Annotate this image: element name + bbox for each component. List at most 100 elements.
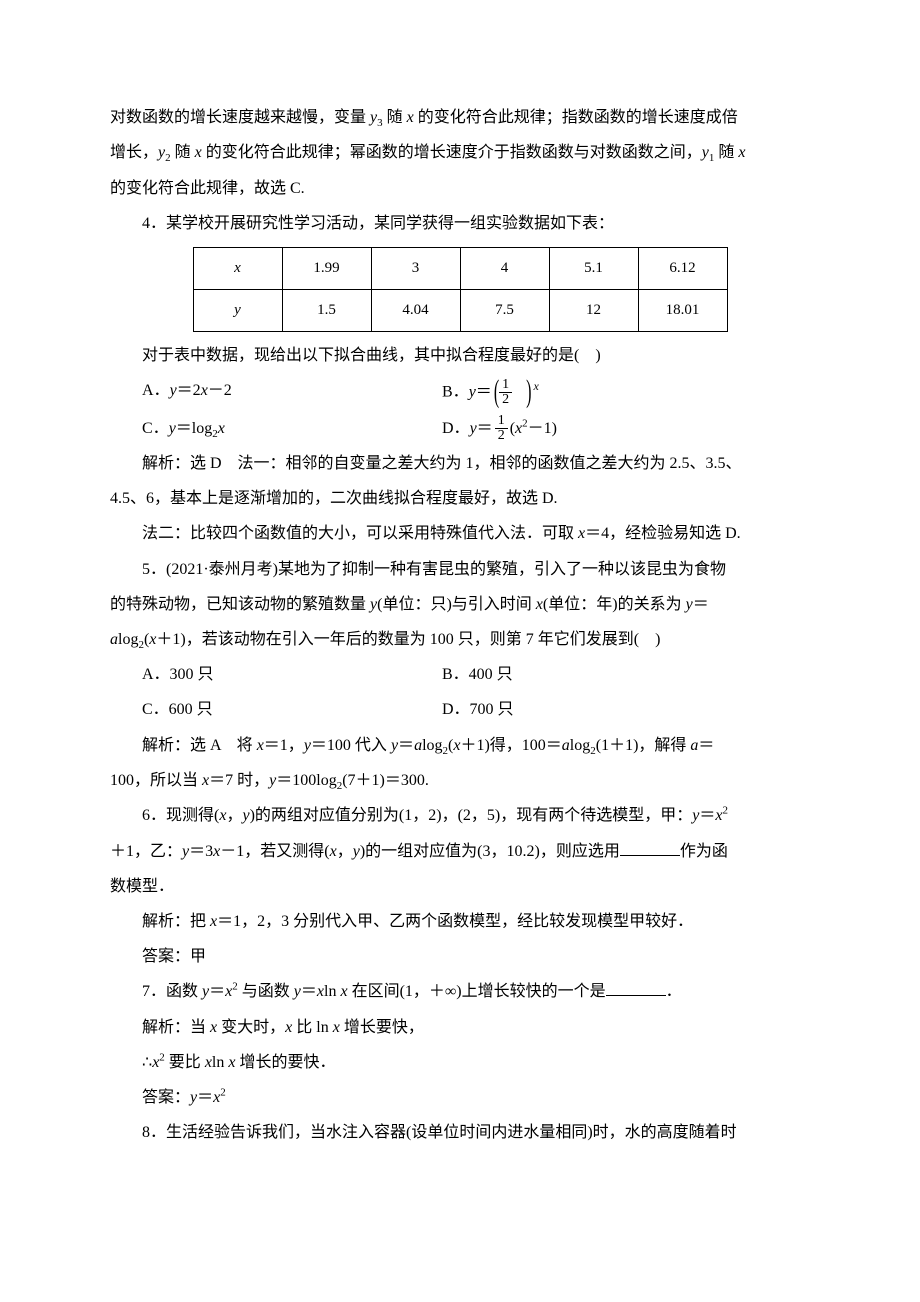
- q5-stem3: alog2(x＋1)，若该动物在引入一年后的数量为 100 只，则第 7 年它们…: [110, 622, 810, 657]
- text: )的一组对应值为(3，10.2)，则应选用: [360, 843, 620, 860]
- text: ＝: [476, 384, 492, 401]
- q6-stem1: 6．现测得(x，y)的两组对应值分别为(1，2)，(2，5)，现有两个待选模型，…: [110, 798, 810, 833]
- text: ＝: [209, 983, 225, 1000]
- q7-stem: 7．函数 y＝x2 与函数 y＝xln x 在区间(1，＋∞)上增长较快的一个是…: [110, 974, 810, 1009]
- text: ＝3: [189, 843, 213, 860]
- text: ＋1，乙：: [110, 843, 182, 860]
- text: 答案：: [142, 1089, 190, 1106]
- q6-ans: 答案：甲: [110, 939, 810, 974]
- text: 的特殊动物，已知该动物的繁殖数量: [110, 596, 370, 613]
- text: ＋1)得，100＝: [460, 737, 561, 754]
- blank-fill: [620, 840, 680, 855]
- q4-table: x 1.99 3 4 5.1 6.12 y 1.5 4.04 7.5 12 18…: [193, 247, 728, 332]
- q5-stem2: 的特殊动物，已知该动物的繁殖数量 y(单位：只)与引入时间 x(单位：年)的关系…: [110, 587, 810, 622]
- text: －1，若又测得(: [220, 843, 329, 860]
- text: 作为函: [680, 843, 728, 860]
- q4-sol2: 法二：比较四个函数值的大小，可以采用特殊值代入法．可取 x＝4，经检验易知选 D…: [110, 516, 810, 551]
- text: ＝1，2，3 分别代入甲、乙两个函数模型，经比较发现模型甲较好．: [217, 913, 693, 930]
- cell: 1.99: [282, 248, 371, 290]
- text: ＝: [698, 737, 714, 754]
- text: ln: [212, 1054, 228, 1071]
- text: ＝100log: [276, 772, 336, 789]
- blank-fill: [606, 981, 666, 996]
- text: 与函数: [238, 983, 294, 1000]
- text: ＝: [693, 596, 709, 613]
- cell: 5.1: [549, 248, 638, 290]
- text: ＝: [197, 1089, 213, 1106]
- q6-stem3: 数模型．: [110, 869, 810, 904]
- q5-options-row1: A．300 只 B．400 只: [110, 657, 810, 692]
- text: 对数函数的增长速度越来越慢，变量: [110, 109, 370, 126]
- q4-optC: C．y＝log2x: [142, 411, 442, 446]
- label: C．: [142, 420, 169, 437]
- cell: 4.04: [371, 290, 460, 332]
- q4-optB: B．y＝(12)x: [442, 373, 810, 410]
- text: ．: [666, 983, 682, 1000]
- var-x: x: [738, 144, 745, 161]
- text: 随: [171, 144, 195, 161]
- label: B．: [442, 384, 469, 401]
- text: ＝4，经检验易知选 D.: [585, 525, 741, 542]
- cell-ylabel: y: [193, 290, 282, 332]
- intro-line3: 的变化符合此规律，故选 C.: [110, 171, 810, 206]
- text: ＝: [301, 983, 317, 1000]
- text: (单位：只)与引入时间: [377, 596, 536, 613]
- text: ∴: [142, 1054, 152, 1071]
- text: 变大时，: [217, 1019, 285, 1036]
- text: 7．函数: [142, 983, 202, 1000]
- text: ＋1)，若该动物在引入一年后的数量为 100 只，则第 7 年它们发展到(: [156, 631, 639, 648]
- text: －2: [208, 382, 232, 399]
- text: (7＋1)＝300.: [342, 772, 429, 789]
- q5-optD: D．700 只: [442, 692, 810, 727]
- q5-optA: A．300 只: [142, 657, 442, 692]
- text: 要比: [165, 1054, 205, 1071]
- label: D．: [442, 420, 470, 437]
- text: －1): [528, 420, 557, 437]
- text: ＝: [398, 737, 414, 754]
- q7-sol1: 解析：当 x 变大时，x 比 ln x 增长要快，: [110, 1010, 810, 1045]
- text: 比 ln: [292, 1019, 332, 1036]
- text: (单位：年)的关系为: [543, 596, 686, 613]
- q6-stem2: ＋1，乙：y＝3x－1，若又测得(x，y)的一组对应值为(3，10.2)，则应选…: [110, 834, 810, 869]
- q5-optB: B．400 只: [442, 657, 810, 692]
- q4-sol1b: 4.5、6，基本上是逐渐增加的，二次曲线拟合程度最好，故选 D.: [110, 481, 810, 516]
- intro-line2: 增长，y2 随 x 的变化符合此规律；幂函数的增长速度介于指数函数与对数函数之间…: [110, 135, 810, 170]
- q5-optC: C．600 只: [142, 692, 442, 727]
- cell: 4: [460, 248, 549, 290]
- text: )的两组对应值分别为(1，2)，(2，5)，现有两个待选模型，甲：: [250, 807, 693, 824]
- text: log: [118, 631, 138, 648]
- text: ＝log: [176, 420, 212, 437]
- cell: 1.5: [282, 290, 371, 332]
- text: ): [595, 347, 600, 364]
- text: 增长，: [110, 144, 158, 161]
- var-y1: y: [702, 144, 709, 161]
- label: A．: [142, 382, 170, 399]
- q5-options-row2: C．600 只 D．700 只: [110, 692, 810, 727]
- q4-options-row1: A．y＝2x－2 B．y＝(12)x: [110, 373, 810, 410]
- q7-ans: 答案：y＝x2: [110, 1080, 810, 1115]
- text: 增长要快，: [340, 1019, 424, 1036]
- text: ，: [226, 807, 242, 824]
- var-x: x: [195, 144, 202, 161]
- text: ＝7 时，: [209, 772, 269, 789]
- q4-sol1: 解析：选 D 法一：相邻的自变量之差大约为 1，相邻的函数值之差大约为 2.5、…: [110, 446, 810, 481]
- cell: 12: [549, 290, 638, 332]
- text: 100，所以当: [110, 772, 202, 789]
- text: ln: [324, 983, 340, 1000]
- cell-xlabel: x: [193, 248, 282, 290]
- text: ＝: [699, 807, 715, 824]
- q4-options-row2: C．y＝log2x D．y＝12(x2－1): [110, 411, 810, 446]
- cell: 6.12: [638, 248, 727, 290]
- text: 增长的要快．: [235, 1054, 335, 1071]
- text: 法二：比较四个函数值的大小，可以采用特殊值代入法．可取: [142, 525, 578, 542]
- cell: 7.5: [460, 290, 549, 332]
- q5-sol1: 解析：选 A 将 x＝1，y＝100 代入 y＝alog2(x＋1)得，100＝…: [110, 728, 810, 763]
- text: ，: [337, 843, 353, 860]
- text: 6．现测得(: [142, 807, 219, 824]
- cell: 3: [371, 248, 460, 290]
- q5-sol2: 100，所以当 x＝7 时，y＝100log2(7＋1)＝300.: [110, 763, 810, 798]
- text: ): [655, 631, 660, 648]
- intro-line1: 对数函数的增长速度越来越慢，变量 y3 随 x 的变化符合此规律；指数函数的增长…: [110, 100, 810, 135]
- text: 对于表中数据，现给出以下拟合曲线，其中拟合程度最好的是(: [142, 347, 579, 364]
- text: 解析：当: [142, 1019, 210, 1036]
